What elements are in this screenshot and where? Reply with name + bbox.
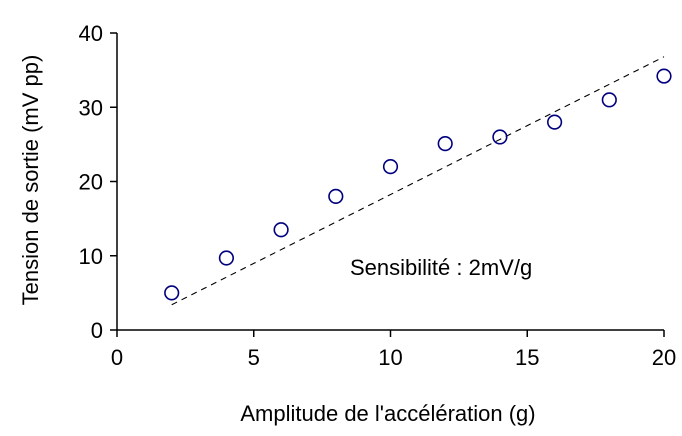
- y-tick-label: 20: [79, 170, 103, 195]
- trendline: [171, 56, 665, 306]
- x-tick-label: 5: [248, 345, 260, 370]
- x-tick-label: 15: [515, 345, 539, 370]
- y-tick-label: 10: [79, 244, 103, 269]
- y-tick-label: 40: [79, 21, 103, 46]
- data-point: [164, 285, 180, 301]
- points-layer: [164, 68, 672, 301]
- sensitivity-annotation: Sensibilité : 2mV/g: [350, 255, 532, 280]
- data-point: [437, 136, 453, 152]
- x-tick-label: 20: [652, 345, 676, 370]
- x-tick-label: 10: [378, 345, 402, 370]
- labels-layer: Sensibilité : 2mV/g Amplitude de l'accél…: [18, 55, 536, 426]
- data-point: [382, 159, 399, 175]
- x-axis-title: Amplitude de l'accélération (g): [240, 401, 535, 426]
- trendline-layer: [171, 56, 665, 306]
- x-tick-label: 0: [111, 345, 123, 370]
- data-point: [273, 222, 289, 238]
- y-tick-label: 0: [91, 318, 103, 343]
- y-tick-label: 30: [79, 95, 103, 120]
- y-axis-title: Tension de sortie (mV pp): [18, 55, 43, 306]
- axes-layer: 0 10 20 30 40 0 5 10 15 20: [79, 21, 677, 370]
- data-point: [601, 92, 617, 108]
- data-point: [328, 188, 344, 204]
- data-point: [546, 114, 563, 130]
- data-point: [492, 129, 508, 145]
- data-point: [218, 250, 234, 266]
- data-point: [656, 68, 672, 84]
